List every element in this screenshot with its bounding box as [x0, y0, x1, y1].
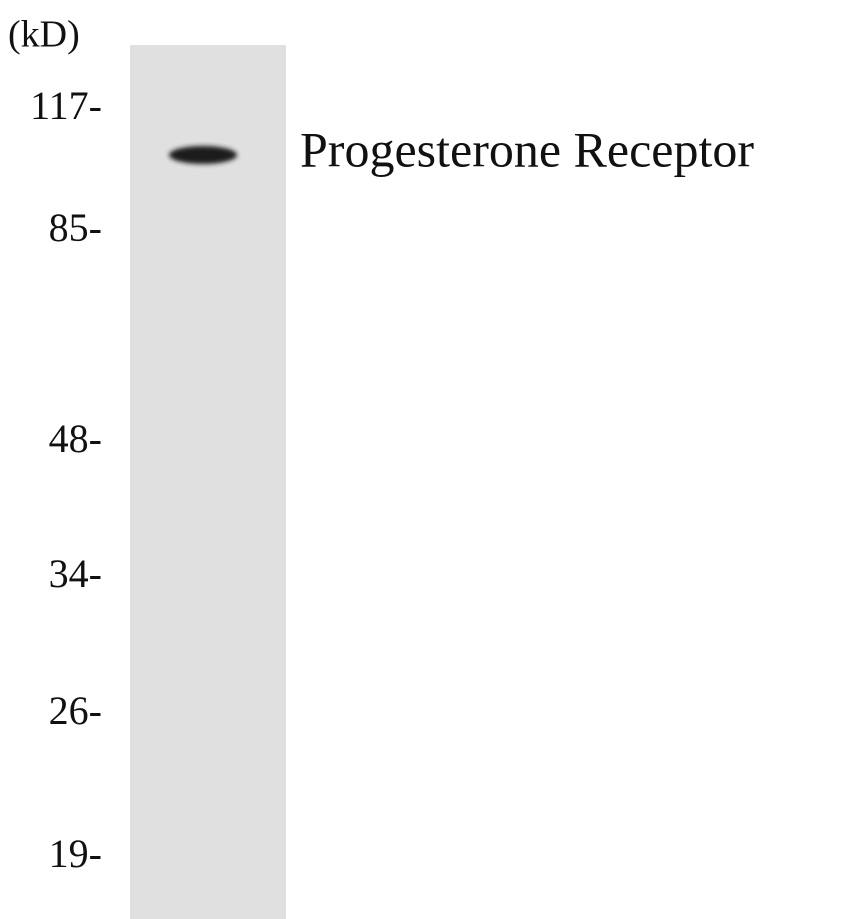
band-label: Progesterone Receptor	[300, 121, 754, 177]
blot-lane	[130, 45, 286, 919]
page: (kD) Progesterone Receptor 117- 85- 48- 34-…	[0, 0, 849, 919]
unit-label: (kD)	[8, 14, 80, 56]
blot-figure: (kD) Progesterone Receptor 117- 85- 48- 34-…	[0, 0, 849, 919]
marker-label: 26-	[49, 688, 102, 733]
marker-label: 85-	[49, 205, 102, 250]
marker-label: 48-	[49, 416, 102, 461]
marker-label: 117-	[30, 83, 102, 128]
marker-label: 19-	[49, 831, 102, 876]
marker-label: 34-	[49, 551, 102, 596]
protein-band	[169, 146, 237, 164]
marker-ladder: 117- 85- 48- 34- 26- 19-	[30, 83, 102, 876]
